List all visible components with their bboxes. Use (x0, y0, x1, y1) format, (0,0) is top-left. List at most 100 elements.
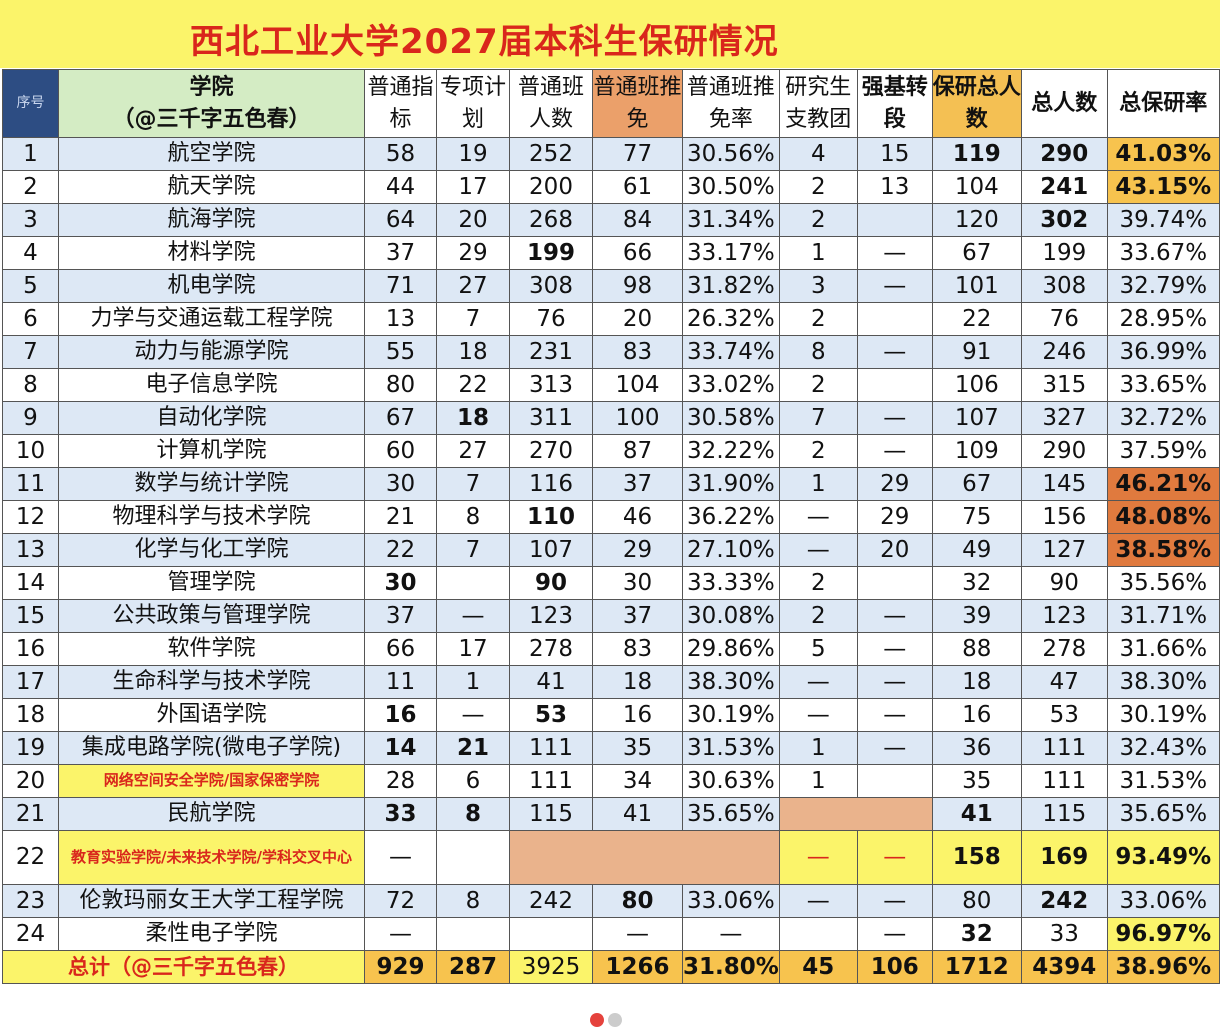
cell-grad-support: 2 (778, 434, 858, 468)
cell-total-rate: 33.67% (1106, 236, 1220, 270)
cell-grad-support: 1 (778, 467, 858, 501)
cell-total-people: 290 (1020, 137, 1108, 171)
cell-quota: 66 (364, 632, 437, 666)
total-quota: 929 (364, 950, 437, 984)
cell-school: 自动化学院 (58, 401, 365, 435)
cell-regular-rate: 36.22% (682, 500, 780, 534)
cell-regular-count: 90 (509, 566, 593, 600)
cell-index: 19 (2, 731, 59, 765)
cell-regular-rate: 30.58% (682, 401, 780, 435)
cell-school: 网络空间安全学院/国家保密学院 (58, 764, 365, 798)
cell-school: 力学与交通运载工程学院 (58, 302, 365, 336)
cell-total-people: 111 (1020, 764, 1108, 798)
cell-school: 公共政策与管理学院 (58, 599, 365, 633)
cell-school: 物理科学与技术学院 (58, 500, 365, 534)
total-regular-rec: 1266 (592, 950, 683, 984)
cell-regular-count: 53 (509, 698, 593, 732)
table-row: 4 材料学院 37 29 199 66 33.17% 1—67 199 33.67% (2, 236, 1220, 270)
cell-regular-rec: 80 (592, 884, 683, 918)
cell-total-people: 127 (1020, 533, 1108, 567)
cell-regular-rate: 33.17% (682, 236, 780, 270)
cell-quota: — (364, 917, 437, 951)
cell-school: 航海学院 (58, 203, 365, 237)
cell-total-people: 115 (1020, 797, 1108, 831)
cell-strong-base: — (856, 917, 933, 951)
cell-index: 14 (2, 566, 59, 600)
header-grad-support: 研究生支教团 (778, 69, 858, 138)
total-total-people: 4394 (1020, 950, 1108, 984)
table-row: 17 生命科学与技术学院 11 1 41 18 38.30% — —18 47 38.30% (2, 665, 1220, 699)
cell-quota: 13 (364, 302, 437, 336)
cell-index: 10 (2, 434, 59, 468)
cell-regular-rec: 37 (592, 599, 683, 633)
cell-strong-base: 13 (856, 170, 933, 204)
cell-regular-rec: 30 (592, 566, 683, 600)
header-strong-base: 强基转段 (856, 69, 933, 138)
cell-strong-base: 29 (856, 500, 933, 534)
cell-index: 3 (2, 203, 59, 237)
cell-regular-rec: 41 (592, 797, 683, 831)
table-row: 24 柔性电子学院 — — — —32 33 96.97% (2, 917, 1220, 951)
carousel-indicator (590, 1012, 626, 1031)
cell-regular-rec: 20 (592, 302, 683, 336)
cell-special: 17 (436, 632, 510, 666)
cell-special: 1 (436, 665, 510, 699)
cell-special (436, 917, 510, 951)
cell-quota: 28 (364, 764, 437, 798)
cell-school: 柔性电子学院 (58, 917, 365, 951)
cell-regular-count: 242 (509, 884, 593, 918)
cell-index: 5 (2, 269, 59, 303)
cell-total-people: 315 (1020, 368, 1108, 402)
cell-total-people: 76 (1020, 302, 1108, 336)
cell-index: 11 (2, 467, 59, 501)
carousel-dot-active[interactable] (590, 1013, 604, 1027)
cell-regular-rec: 83 (592, 632, 683, 666)
cell-total-rec: 120 (931, 203, 1022, 237)
cell-total-rec: 104 (931, 170, 1022, 204)
cell-grad-support: 8 (778, 335, 858, 369)
cell-total-rec: 41 (931, 797, 1022, 831)
cell-special: 20 (436, 203, 510, 237)
cell-total-people: 156 (1020, 500, 1108, 534)
cell-total-people: 169 (1020, 830, 1108, 885)
cell-total-people: 241 (1020, 170, 1108, 204)
table-row: 6 力学与交通运载工程学院 13 7 76 20 26.32% 2 22 76 28.95% (2, 302, 1220, 336)
cell-quota: 64 (364, 203, 437, 237)
cell-regular-rec: 29 (592, 533, 683, 567)
cell-total-people: 278 (1020, 632, 1108, 666)
table-row: 9 自动化学院 67 18 311 100 30.58% 7—107 327 32.72% (2, 401, 1220, 435)
cell-quota: 80 (364, 368, 437, 402)
cell-school: 数学与统计学院 (58, 467, 365, 501)
cell-index: 16 (2, 632, 59, 666)
cell-special: 8 (436, 884, 510, 918)
carousel-dot[interactable] (608, 1013, 622, 1027)
cell-total-people: 327 (1020, 401, 1108, 435)
cell-quota: 14 (364, 731, 437, 765)
cell-grad-support: 1 (778, 731, 858, 765)
cell-total-rec: 39 (931, 599, 1022, 633)
cell-regular-count: 41 (509, 665, 593, 699)
cell-quota: 37 (364, 236, 437, 270)
cell-school: 民航学院 (58, 797, 365, 831)
cell-quota: 55 (364, 335, 437, 369)
cell-regular-count: 308 (509, 269, 593, 303)
table-row: 19 集成电路学院(微电子学院) 14 21 111 35 31.53% 1—36 111 32.… (2, 731, 1220, 765)
cell-total-rec: 36 (931, 731, 1022, 765)
page-title: 西北工业大学2027届本科生保研情况 (190, 22, 779, 62)
table-row: 22 教育实验学院/未来技术学院/学科交叉中心 — — —158 169 93.49% (2, 830, 1220, 885)
cell-quota: 71 (364, 269, 437, 303)
cell-grad-support: 1 (778, 236, 858, 270)
cell-total-rate: 46.21% (1106, 467, 1220, 501)
cell-school: 化学与化工学院 (58, 533, 365, 567)
cell-regular-count: 231 (509, 335, 593, 369)
cell-regular-rec: 77 (592, 137, 683, 171)
cell-regular-count: 107 (509, 533, 593, 567)
cell-grad-support: 2 (778, 599, 858, 633)
cell-regular-rec: 16 (592, 698, 683, 732)
cell-special: 6 (436, 764, 510, 798)
cell-merged-blank (509, 830, 780, 885)
header-index: 序号 (2, 69, 59, 138)
cell-grad-support: — (778, 830, 858, 885)
header-school-line1: 学院 (189, 74, 234, 100)
cell-school: 外国语学院 (58, 698, 365, 732)
